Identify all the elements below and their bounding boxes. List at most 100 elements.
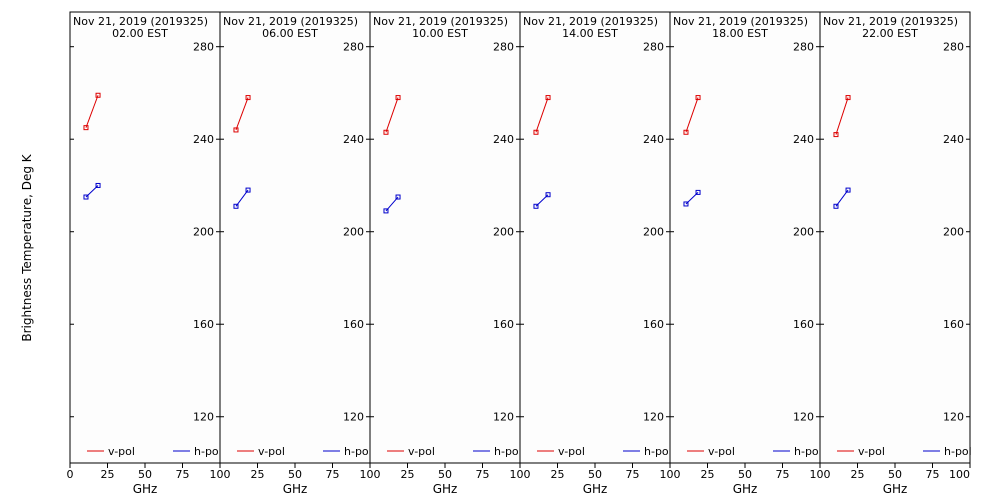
x-tick-label: 25	[251, 468, 265, 481]
x-axis-label: GHz	[883, 482, 908, 496]
data-point-v-pol	[383, 129, 389, 135]
x-tick-label: 50	[888, 468, 902, 481]
panel-title: Nov 21, 2019 (2019325)	[223, 15, 358, 28]
y-tick-label: 120	[643, 411, 664, 424]
plot-frame	[219, 11, 371, 464]
x-tick-label: 0	[67, 468, 74, 481]
x-tick-label: 50	[138, 468, 152, 481]
plot-frame	[69, 11, 221, 464]
y-tick-label: 240	[643, 133, 664, 146]
chart-panel-6: Nov 21, 2019 (2019325)22.00 EST 120 160 200…	[819, 11, 972, 496]
y-tick-label: 160	[793, 318, 814, 331]
x-tick-label: 50	[438, 468, 452, 481]
series-line-h-pol	[835, 189, 849, 207]
legend-label-h-pol: h-pol	[494, 445, 522, 458]
data-point-v-pol	[95, 92, 101, 98]
x-tick-label: 75	[926, 468, 940, 481]
x-tick-label: 50	[288, 468, 302, 481]
panel-subtitle: 18.00 EST	[712, 27, 768, 40]
series-line-v-pol	[385, 97, 399, 133]
legend-label-v-pol: v-pol	[558, 445, 585, 458]
y-tick-label: 200	[943, 226, 964, 239]
series-line-v-pol	[535, 97, 549, 133]
plot-frame	[669, 11, 821, 464]
y-tick-label: 280	[343, 41, 364, 54]
chart-panel-3: Nov 21, 2019 (2019325)10.00 EST 120 160 200…	[369, 11, 531, 496]
y-tick-label: 160	[343, 318, 364, 331]
x-tick-label: 100	[660, 468, 681, 481]
series-line-v-pol	[235, 97, 249, 131]
data-point-h-pol	[395, 194, 401, 200]
x-tick-label: 50	[738, 468, 752, 481]
x-tick-label: 75	[776, 468, 790, 481]
data-point-v-pol	[833, 132, 839, 138]
y-tick-label: 240	[943, 133, 964, 146]
chart-panel-2: Nov 21, 2019 (2019325)06.00 EST 120 160 200…	[219, 11, 381, 496]
plot-frame	[519, 11, 671, 464]
legend-label-v-pol: v-pol	[108, 445, 135, 458]
y-tick-label: 160	[643, 318, 664, 331]
series-line-h-pol	[235, 189, 249, 207]
y-tick-label: 240	[193, 133, 214, 146]
y-tick-label: 120	[193, 411, 214, 424]
x-axis-label: GHz	[583, 482, 608, 496]
y-tick-label: 200	[193, 226, 214, 239]
y-tick-label: 120	[493, 411, 514, 424]
plot-frame	[819, 11, 971, 464]
series-line-v-pol	[685, 97, 699, 133]
data-point-v-pol	[545, 95, 551, 101]
y-tick-label: 160	[493, 318, 514, 331]
chart-panel-5: Nov 21, 2019 (2019325)18.00 EST 120 160 200…	[669, 11, 831, 496]
x-tick-label: 25	[101, 468, 115, 481]
panel-subtitle: 02.00 EST	[112, 27, 168, 40]
y-tick-label: 280	[793, 41, 814, 54]
y-tick-label: 160	[943, 318, 964, 331]
legend-label-h-pol: h-pol	[644, 445, 672, 458]
data-point-h-pol	[695, 189, 701, 195]
legend-label-h-pol: h-pol	[194, 445, 222, 458]
panel-subtitle: 14.00 EST	[562, 27, 618, 40]
panel-title: Nov 21, 2019 (2019325)	[523, 15, 658, 28]
data-point-v-pol	[683, 129, 689, 135]
plot-frame	[369, 11, 521, 464]
x-axis-label: GHz	[133, 482, 158, 496]
y-tick-label: 280	[943, 41, 964, 54]
x-axis-label: GHz	[283, 482, 308, 496]
x-tick-label: 100	[949, 468, 970, 481]
data-point-v-pol	[395, 95, 401, 101]
y-tick-label: 240	[493, 133, 514, 146]
x-tick-label: 100	[810, 468, 831, 481]
panel-subtitle: 06.00 EST	[262, 27, 318, 40]
y-tick-label: 200	[643, 226, 664, 239]
x-axis-label: GHz	[433, 482, 458, 496]
panel-subtitle: 22.00 EST	[862, 27, 918, 40]
series-line-v-pol	[85, 95, 99, 128]
x-tick-label: 75	[476, 468, 490, 481]
data-point-h-pol	[245, 187, 251, 193]
legend-label-h-pol: h-pol	[944, 445, 972, 458]
y-tick-label: 240	[793, 133, 814, 146]
y-tick-label: 120	[343, 411, 364, 424]
data-point-h-pol	[533, 203, 539, 209]
x-tick-label: 100	[510, 468, 531, 481]
data-point-h-pol	[95, 182, 101, 188]
legend-label-h-pol: h-pol	[344, 445, 372, 458]
data-point-h-pol	[383, 208, 389, 214]
chart-panel-1: Nov 21, 2019 (2019325)02.00 EST 120 160 200…	[67, 11, 231, 496]
x-tick-label: 25	[851, 468, 865, 481]
data-point-h-pol	[845, 187, 851, 193]
y-tick-label: 280	[493, 41, 514, 54]
y-tick-label: 120	[943, 411, 964, 424]
y-axis-label: Brightness Temperature, Deg K	[20, 153, 34, 341]
panel-title: Nov 21, 2019 (2019325)	[73, 15, 208, 28]
data-point-v-pol	[233, 127, 239, 133]
x-tick-label: 75	[326, 468, 340, 481]
y-tick-label: 200	[793, 226, 814, 239]
panel-subtitle: 10.00 EST	[412, 27, 468, 40]
x-tick-label: 25	[551, 468, 565, 481]
x-tick-label: 50	[588, 468, 602, 481]
data-point-v-pol	[845, 95, 851, 101]
data-point-v-pol	[83, 125, 89, 131]
y-tick-label: 200	[493, 226, 514, 239]
